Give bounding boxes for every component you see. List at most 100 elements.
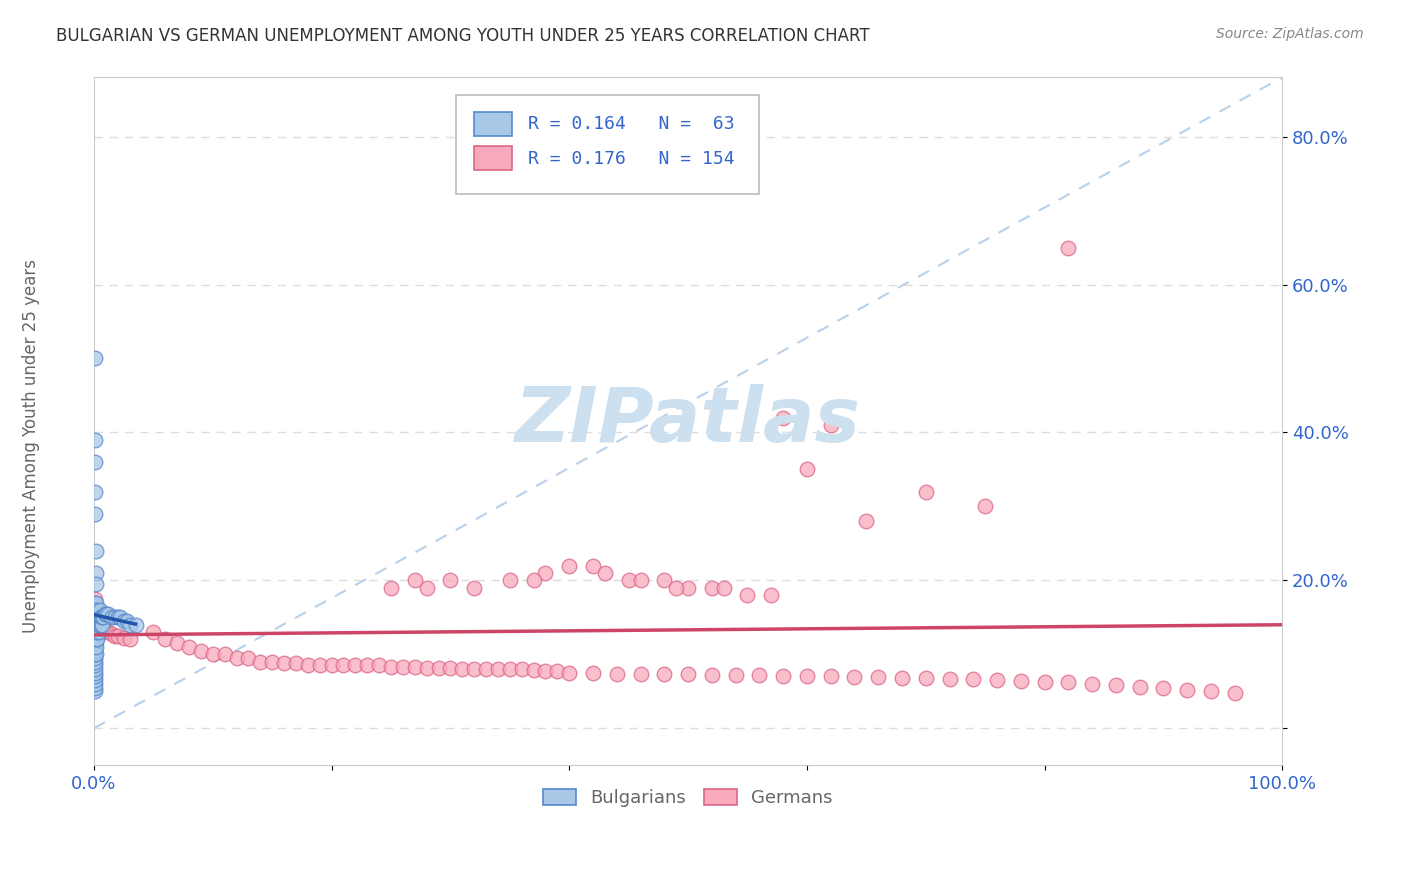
Point bbox=[404, 660, 426, 674]
Text: ZIPatlas: ZIPatlas bbox=[515, 384, 860, 458]
Point bbox=[499, 662, 522, 676]
Point bbox=[90, 617, 112, 632]
Point bbox=[94, 607, 117, 621]
Point bbox=[1081, 677, 1104, 691]
Point bbox=[84, 632, 107, 647]
Point bbox=[1152, 681, 1174, 696]
Point bbox=[262, 655, 284, 669]
Point bbox=[89, 610, 111, 624]
Point bbox=[86, 603, 108, 617]
Point bbox=[415, 660, 437, 674]
Point bbox=[84, 507, 107, 521]
Point bbox=[451, 662, 474, 676]
Point bbox=[974, 500, 997, 514]
Point bbox=[558, 558, 581, 573]
Text: Source: ZipAtlas.com: Source: ZipAtlas.com bbox=[1216, 27, 1364, 41]
Point bbox=[84, 669, 107, 683]
Point bbox=[1010, 673, 1032, 688]
Point bbox=[124, 617, 146, 632]
Point bbox=[356, 658, 378, 673]
Point bbox=[820, 417, 842, 432]
Point bbox=[87, 617, 110, 632]
Point bbox=[84, 591, 107, 606]
Point bbox=[606, 666, 628, 681]
Point bbox=[593, 566, 616, 580]
Point bbox=[1057, 241, 1080, 255]
Point bbox=[107, 629, 129, 643]
Point bbox=[652, 667, 675, 681]
Point bbox=[499, 574, 522, 588]
Point bbox=[86, 632, 108, 647]
Point bbox=[463, 662, 485, 676]
Point bbox=[486, 662, 509, 676]
Point bbox=[84, 603, 107, 617]
Point bbox=[534, 566, 557, 580]
Point bbox=[724, 668, 747, 682]
Point bbox=[93, 607, 115, 621]
Point bbox=[84, 566, 107, 580]
Point bbox=[104, 610, 127, 624]
Point bbox=[84, 610, 107, 624]
Point bbox=[523, 663, 546, 677]
Point bbox=[84, 684, 107, 698]
Point bbox=[368, 658, 391, 673]
Point bbox=[284, 656, 307, 670]
Point bbox=[166, 636, 188, 650]
Point bbox=[475, 662, 498, 676]
Point bbox=[86, 614, 108, 628]
Point bbox=[796, 669, 818, 683]
Point bbox=[90, 617, 112, 632]
Point bbox=[891, 671, 914, 685]
Point bbox=[108, 610, 131, 624]
Point bbox=[104, 629, 127, 643]
Point bbox=[93, 610, 115, 624]
Point bbox=[321, 658, 343, 673]
Point bbox=[630, 666, 652, 681]
Point bbox=[86, 607, 108, 621]
Point bbox=[84, 599, 107, 614]
Point bbox=[142, 625, 165, 640]
Point bbox=[87, 610, 110, 624]
Point bbox=[392, 660, 415, 674]
Point bbox=[700, 668, 723, 682]
Point bbox=[772, 410, 794, 425]
Point bbox=[1199, 684, 1222, 698]
Point bbox=[84, 647, 107, 661]
Text: BULGARIAN VS GERMAN UNEMPLOYMENT AMONG YOUTH UNDER 25 YEARS CORRELATION CHART: BULGARIAN VS GERMAN UNEMPLOYMENT AMONG Y… bbox=[56, 27, 870, 45]
Point bbox=[582, 665, 605, 680]
Point bbox=[415, 581, 437, 595]
Point bbox=[510, 662, 533, 676]
Point bbox=[155, 632, 177, 647]
Point bbox=[94, 624, 117, 638]
Point bbox=[914, 484, 936, 499]
Text: R = 0.164   N =  63: R = 0.164 N = 63 bbox=[527, 115, 734, 133]
Point bbox=[84, 617, 107, 632]
Legend: Bulgarians, Germans: Bulgarians, Germans bbox=[536, 782, 839, 814]
Point bbox=[97, 607, 120, 621]
Point bbox=[93, 621, 115, 635]
Point bbox=[84, 351, 107, 366]
Point bbox=[1033, 674, 1056, 689]
Text: R = 0.176   N = 154: R = 0.176 N = 154 bbox=[527, 150, 734, 168]
Point bbox=[118, 632, 141, 647]
Point bbox=[380, 660, 402, 674]
Point bbox=[84, 665, 107, 680]
Point bbox=[855, 514, 877, 528]
Point bbox=[796, 462, 818, 476]
Point bbox=[84, 636, 107, 650]
Point bbox=[761, 588, 783, 602]
Point bbox=[273, 656, 295, 670]
FancyBboxPatch shape bbox=[474, 146, 512, 170]
Point bbox=[986, 673, 1008, 688]
Point bbox=[225, 651, 247, 665]
Point bbox=[86, 625, 108, 640]
Point bbox=[297, 658, 319, 673]
Point bbox=[820, 669, 842, 683]
Point bbox=[84, 625, 107, 640]
Point bbox=[115, 614, 138, 628]
Point bbox=[97, 625, 120, 640]
Point bbox=[249, 655, 271, 669]
Point bbox=[91, 610, 114, 624]
Point bbox=[190, 643, 212, 657]
Point bbox=[100, 626, 122, 640]
